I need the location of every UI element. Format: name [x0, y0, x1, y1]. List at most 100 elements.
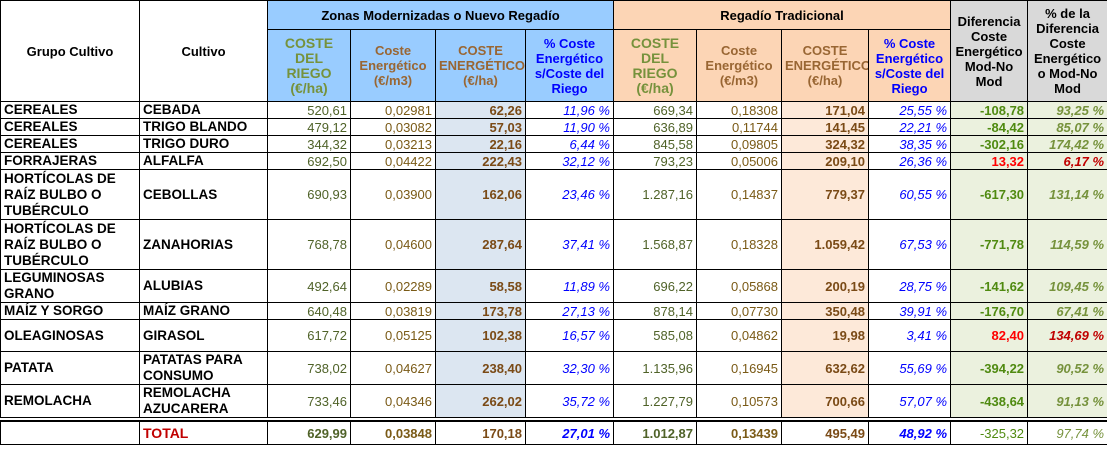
mod-pct-cell: 16,57 % — [525, 319, 614, 352]
diff-pct-cell: 90,52 % — [1027, 351, 1107, 385]
diff-pct-cell: 174,42 % — [1027, 135, 1107, 153]
mod-m3-cell: 0,05125 — [350, 319, 436, 352]
header-modernized: Zonas Modernizadas o Nuevo Regadío — [267, 0, 614, 30]
total-trad-ha: 495,49 — [781, 420, 869, 445]
crop-cell: ZANAHORIAS — [139, 219, 268, 270]
mod-riego-cell: 768,78 — [267, 219, 351, 270]
trad-pct-cell: 22,21 % — [867, 118, 952, 136]
total-trad-m3: 0,13439 — [696, 420, 782, 445]
header-trad-m3: Coste Energético (€/m3) — [696, 29, 782, 102]
crop-cell: TRIGO BLANDO — [139, 118, 268, 136]
total-trad-riego: 1.012,87 — [613, 420, 697, 445]
mod-pct-cell: 37,41 % — [525, 219, 614, 270]
crop-cell: TRIGO DURO — [139, 135, 268, 153]
table-row: HORTÍCOLAS DE RAÍZ BULBO O TUBÉRCULO ZAN… — [0, 219, 1107, 270]
total-diff-pct: 97,74 % — [1027, 420, 1107, 445]
mod-riego-cell: 479,12 — [267, 118, 351, 136]
trad-ha-cell: 350,48 — [781, 302, 869, 320]
total-mod-m3: 0,03848 — [350, 420, 436, 445]
total-row: TOTAL 629,99 0,03848 170,18 27,01 % 1.01… — [0, 420, 1107, 445]
mod-riego-cell: 520,61 — [267, 101, 351, 119]
total-mod-ha: 170,18 — [435, 420, 526, 445]
mod-m3-cell: 0,02981 — [350, 101, 436, 119]
trad-riego-cell: 793,23 — [613, 152, 697, 170]
trad-m3-cell: 0,18308 — [696, 101, 782, 119]
diff-cell: -176,70 — [950, 302, 1029, 320]
mod-m3-cell: 0,04422 — [350, 152, 436, 170]
diff-cell: -617,30 — [950, 169, 1029, 220]
group-cell: CEREALES — [0, 135, 140, 153]
trad-riego-cell: 878,14 — [613, 302, 697, 320]
mod-ha-cell: 222,43 — [435, 152, 526, 170]
mod-ha-cell: 102,38 — [435, 319, 526, 352]
mod-m3-cell: 0,03082 — [350, 118, 436, 136]
table-row: HORTÍCOLAS DE RAÍZ BULBO O TUBÉRCULO CEB… — [0, 169, 1107, 220]
table-row: PATATA PATATAS PARA CONSUMO 738,02 0,046… — [0, 351, 1107, 385]
header-trad-pct: % Coste Energético s/Coste del Riego — [867, 29, 952, 102]
trad-riego-cell: 1.568,87 — [613, 219, 697, 270]
mod-riego-cell: 640,48 — [267, 302, 351, 320]
trad-m3-cell: 0,11744 — [696, 118, 782, 136]
trad-riego-cell: 845,58 — [613, 135, 697, 153]
diff-cell: -141,62 — [950, 269, 1029, 303]
trad-m3-cell: 0,10573 — [696, 384, 782, 418]
trad-ha-cell: 632,62 — [781, 351, 869, 385]
header-traditional: Regadío Tradicional — [612, 0, 952, 30]
trad-pct-cell: 60,55 % — [867, 169, 952, 220]
trad-pct-cell: 57,07 % — [867, 384, 952, 418]
mod-pct-cell: 11,96 % — [525, 101, 614, 119]
total-trad-pct: 48,92 % — [867, 420, 952, 445]
mod-ha-cell: 57,03 — [435, 118, 526, 136]
mod-m3-cell: 0,03900 — [350, 169, 436, 220]
diff-cell: -84,42 — [950, 118, 1029, 136]
trad-m3-cell: 0,14837 — [696, 169, 782, 220]
group-cell: FORRAJERAS — [0, 152, 140, 170]
trad-pct-cell: 38,35 % — [867, 135, 952, 153]
diff-cell: -438,64 — [950, 384, 1029, 418]
trad-m3-cell: 0,04862 — [696, 319, 782, 352]
table-row: REMOLACHA REMOLACHA AZUCARERA 733,46 0,0… — [0, 384, 1107, 418]
trad-m3-cell: 0,16945 — [696, 351, 782, 385]
trad-ha-cell: 779,37 — [781, 169, 869, 220]
mod-ha-cell: 62,26 — [435, 101, 526, 119]
mod-pct-cell: 27,13 % — [525, 302, 614, 320]
trad-ha-cell: 1.059,42 — [781, 219, 869, 270]
diff-pct-cell: 131,14 % — [1027, 169, 1107, 220]
crop-cell: CEBADA — [139, 101, 268, 119]
total-mod-pct: 27,01 % — [525, 420, 614, 445]
mod-ha-cell: 58,58 — [435, 269, 526, 303]
header-trad-ha: COSTE ENERGÉTICO (€/ha) — [781, 29, 869, 102]
trad-riego-cell: 1.287,16 — [613, 169, 697, 220]
crop-cell: PATATAS PARA CONSUMO — [139, 351, 268, 385]
group-cell: MAÍZ Y SORGO — [0, 302, 140, 320]
trad-ha-cell: 209,10 — [781, 152, 869, 170]
trad-ha-cell: 19,98 — [781, 319, 869, 352]
crop-cell: ALUBIAS — [139, 269, 268, 303]
mod-pct-cell: 32,12 % — [525, 152, 614, 170]
trad-ha-cell: 141,45 — [781, 118, 869, 136]
mod-riego-cell: 492,64 — [267, 269, 351, 303]
crop-cell: REMOLACHA AZUCARERA — [139, 384, 268, 418]
trad-riego-cell: 669,34 — [613, 101, 697, 119]
trad-riego-cell: 1.135,96 — [613, 351, 697, 385]
trad-pct-cell: 25,55 % — [867, 101, 952, 119]
mod-ha-cell: 22,16 — [435, 135, 526, 153]
diff-cell: 13,32 — [950, 152, 1029, 170]
mod-m3-cell: 0,04627 — [350, 351, 436, 385]
mod-pct-cell: 11,89 % — [525, 269, 614, 303]
mod-m3-cell: 0,02289 — [350, 269, 436, 303]
mod-m3-cell: 0,04346 — [350, 384, 436, 418]
trad-m3-cell: 0,18328 — [696, 219, 782, 270]
trad-pct-cell: 28,75 % — [867, 269, 952, 303]
group-cell: LEGUMINOSAS GRANO — [0, 269, 140, 303]
mod-pct-cell: 6,44 % — [525, 135, 614, 153]
trad-m3-cell: 0,09805 — [696, 135, 782, 153]
diff-pct-cell: 134,69 % — [1027, 319, 1107, 352]
diff-cell: 82,40 — [950, 319, 1029, 352]
diff-pct-cell: 93,25 % — [1027, 101, 1107, 119]
header-group: Grupo Cultivo — [0, 0, 140, 102]
mod-ha-cell: 173,78 — [435, 302, 526, 320]
trad-m3-cell: 0,05868 — [696, 269, 782, 303]
diff-pct-cell: 109,45 % — [1027, 269, 1107, 303]
diff-cell: -771,78 — [950, 219, 1029, 270]
